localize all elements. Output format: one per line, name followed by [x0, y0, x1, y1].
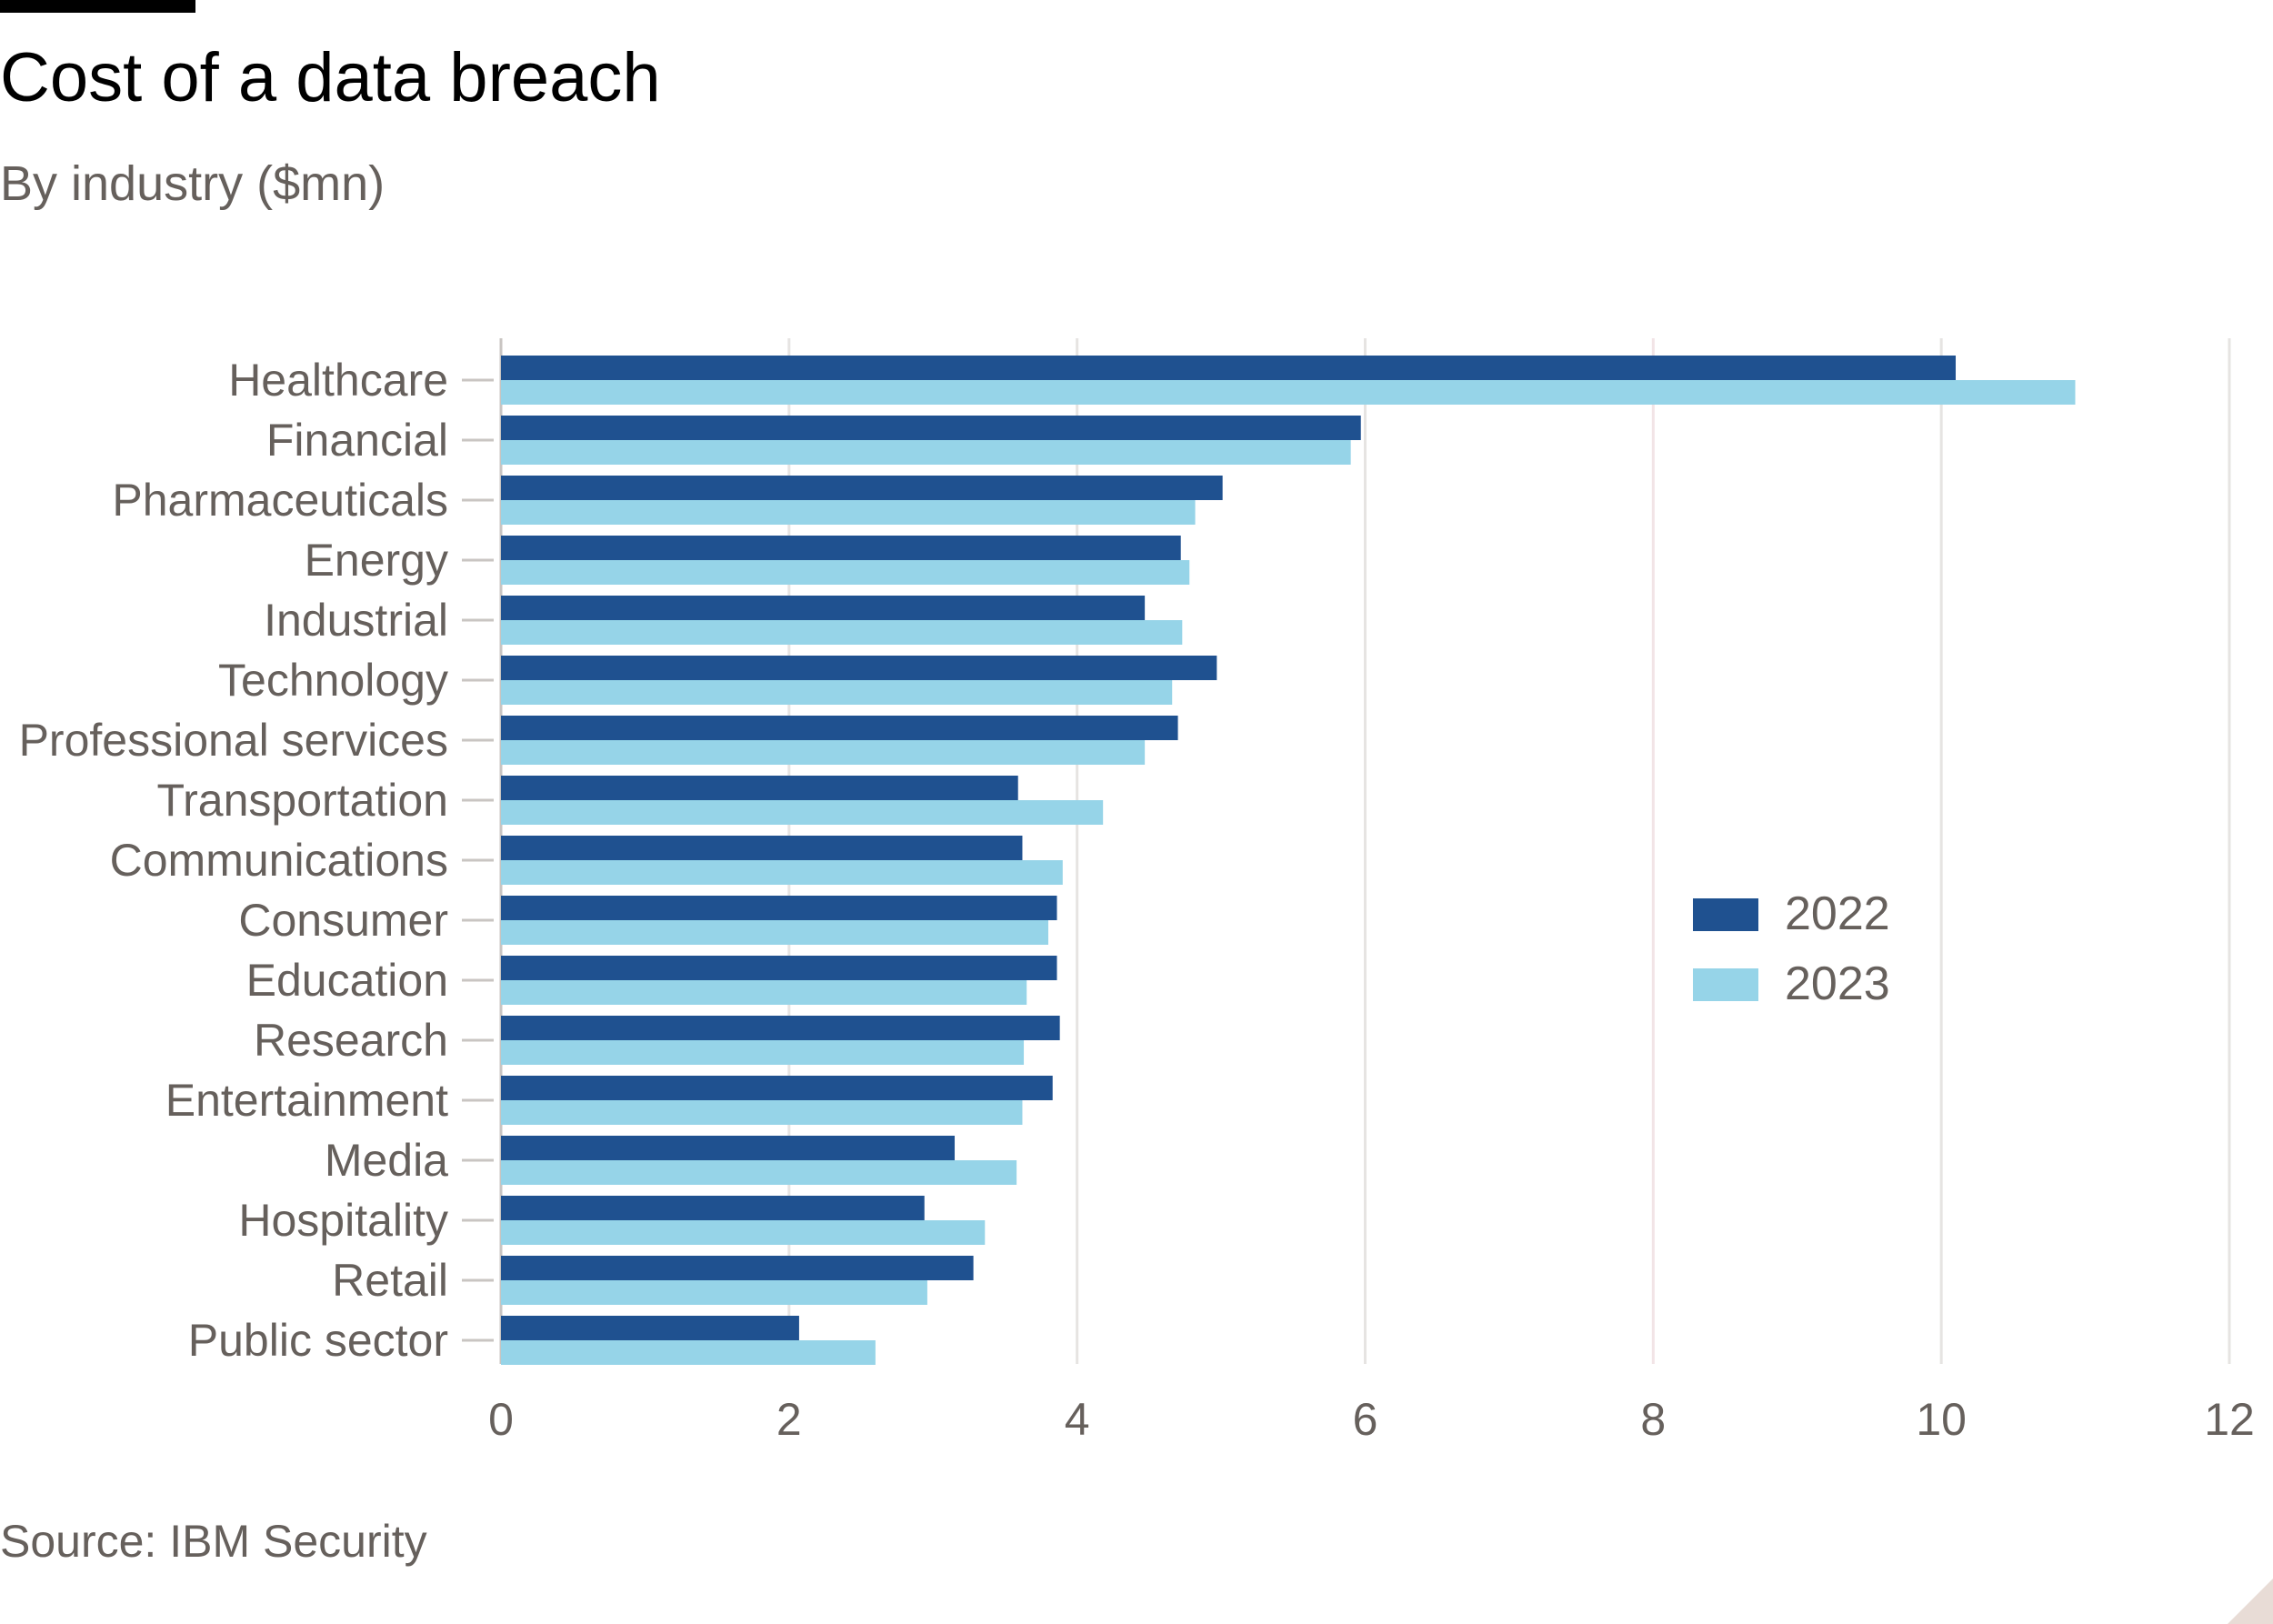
category-label: Hospitality	[238, 1195, 448, 1246]
bar-2022-financial	[501, 416, 1361, 440]
category-label: Retail	[332, 1255, 448, 1306]
legend: 2022 2023	[1693, 887, 1890, 1010]
bar-2023-energy	[501, 560, 1190, 585]
category-label: Healthcare	[228, 355, 448, 406]
bar-2022-technology	[501, 656, 1217, 680]
bar-2022-education	[501, 956, 1057, 980]
legend-label-2023: 2023	[1785, 957, 1890, 1010]
bar-2022-media	[501, 1136, 956, 1160]
category-label: Research	[254, 1015, 448, 1066]
category-label: Technology	[218, 655, 448, 706]
category-label: Energy	[305, 535, 448, 586]
category-label: Financial	[266, 415, 448, 466]
bar-2023-consumer	[501, 920, 1048, 945]
category-label: Education	[246, 955, 448, 1006]
legend-swatch-2023	[1693, 968, 1758, 1001]
bar-2022-consumer	[501, 896, 1057, 920]
x-tick-label: 8	[1640, 1394, 1666, 1445]
bar-2023-financial	[501, 440, 1351, 465]
bar-2023-technology	[501, 680, 1173, 705]
chart-subtitle: By industry ($mn)	[0, 156, 386, 211]
bar-2023-research	[501, 1040, 1025, 1065]
legend-swatch-2022	[1693, 898, 1758, 931]
bar-2023-communications	[501, 860, 1063, 885]
bar-2022-healthcare	[501, 356, 1957, 380]
bar-2023-education	[501, 980, 1027, 1005]
bar-2022-hospitality	[501, 1196, 925, 1220]
bar-2022-pharmaceuticals	[501, 476, 1223, 500]
bar-2022-research	[501, 1016, 1060, 1040]
bar-2023-public-sector	[501, 1340, 876, 1365]
x-axis-ticks: 0 2 4 6 8 10 12	[488, 1394, 2255, 1445]
bar-2022-entertainment	[501, 1076, 1053, 1100]
category-label: Public sector	[188, 1315, 448, 1366]
category-label: Consumer	[238, 895, 448, 946]
bar-2022-professional-services	[501, 716, 1178, 740]
source-note: Source: IBM Security	[0, 1516, 427, 1567]
chart-title: Cost of a data breach	[0, 39, 661, 116]
top-rule	[0, 0, 195, 13]
bar-2023-professional-services	[501, 740, 1146, 765]
bar-2022-communications	[501, 836, 1023, 860]
corner-fold	[2228, 1579, 2273, 1624]
bar-2023-industrial	[501, 620, 1183, 645]
bar-2023-entertainment	[501, 1100, 1023, 1125]
bar-2023-media	[501, 1160, 1017, 1185]
category-labels: Healthcare Financial Pharmaceuticals Energy…	[19, 355, 494, 1366]
bar-2022-industrial	[501, 596, 1146, 620]
category-label: Transportation	[156, 775, 448, 826]
category-label: Communications	[110, 835, 448, 886]
x-tick-label: 4	[1065, 1394, 1090, 1445]
bar-2023-healthcare	[501, 380, 2076, 405]
legend-label-2022: 2022	[1785, 887, 1890, 940]
x-tick-label: 0	[488, 1394, 514, 1445]
category-label: Professional services	[19, 715, 448, 766]
bar-2023-pharmaceuticals	[501, 500, 1196, 525]
category-label: Industrial	[264, 595, 448, 646]
bar-2023-retail	[501, 1280, 927, 1305]
bar-2022-retail	[501, 1256, 974, 1280]
bar-2022-public-sector	[501, 1316, 799, 1340]
x-tick-label: 2	[776, 1394, 802, 1445]
category-label: Pharmaceuticals	[112, 475, 448, 526]
category-label: Media	[325, 1135, 448, 1186]
category-label: Entertainment	[165, 1075, 448, 1126]
bar-2022-transportation	[501, 776, 1018, 800]
x-tick-label: 6	[1353, 1394, 1378, 1445]
bars	[501, 356, 2076, 1365]
bar-2023-transportation	[501, 800, 1104, 825]
bar-2023-hospitality	[501, 1220, 986, 1245]
x-tick-label: 12	[2204, 1394, 2255, 1445]
bar-2022-energy	[501, 536, 1181, 560]
x-tick-label: 10	[1916, 1394, 1967, 1445]
